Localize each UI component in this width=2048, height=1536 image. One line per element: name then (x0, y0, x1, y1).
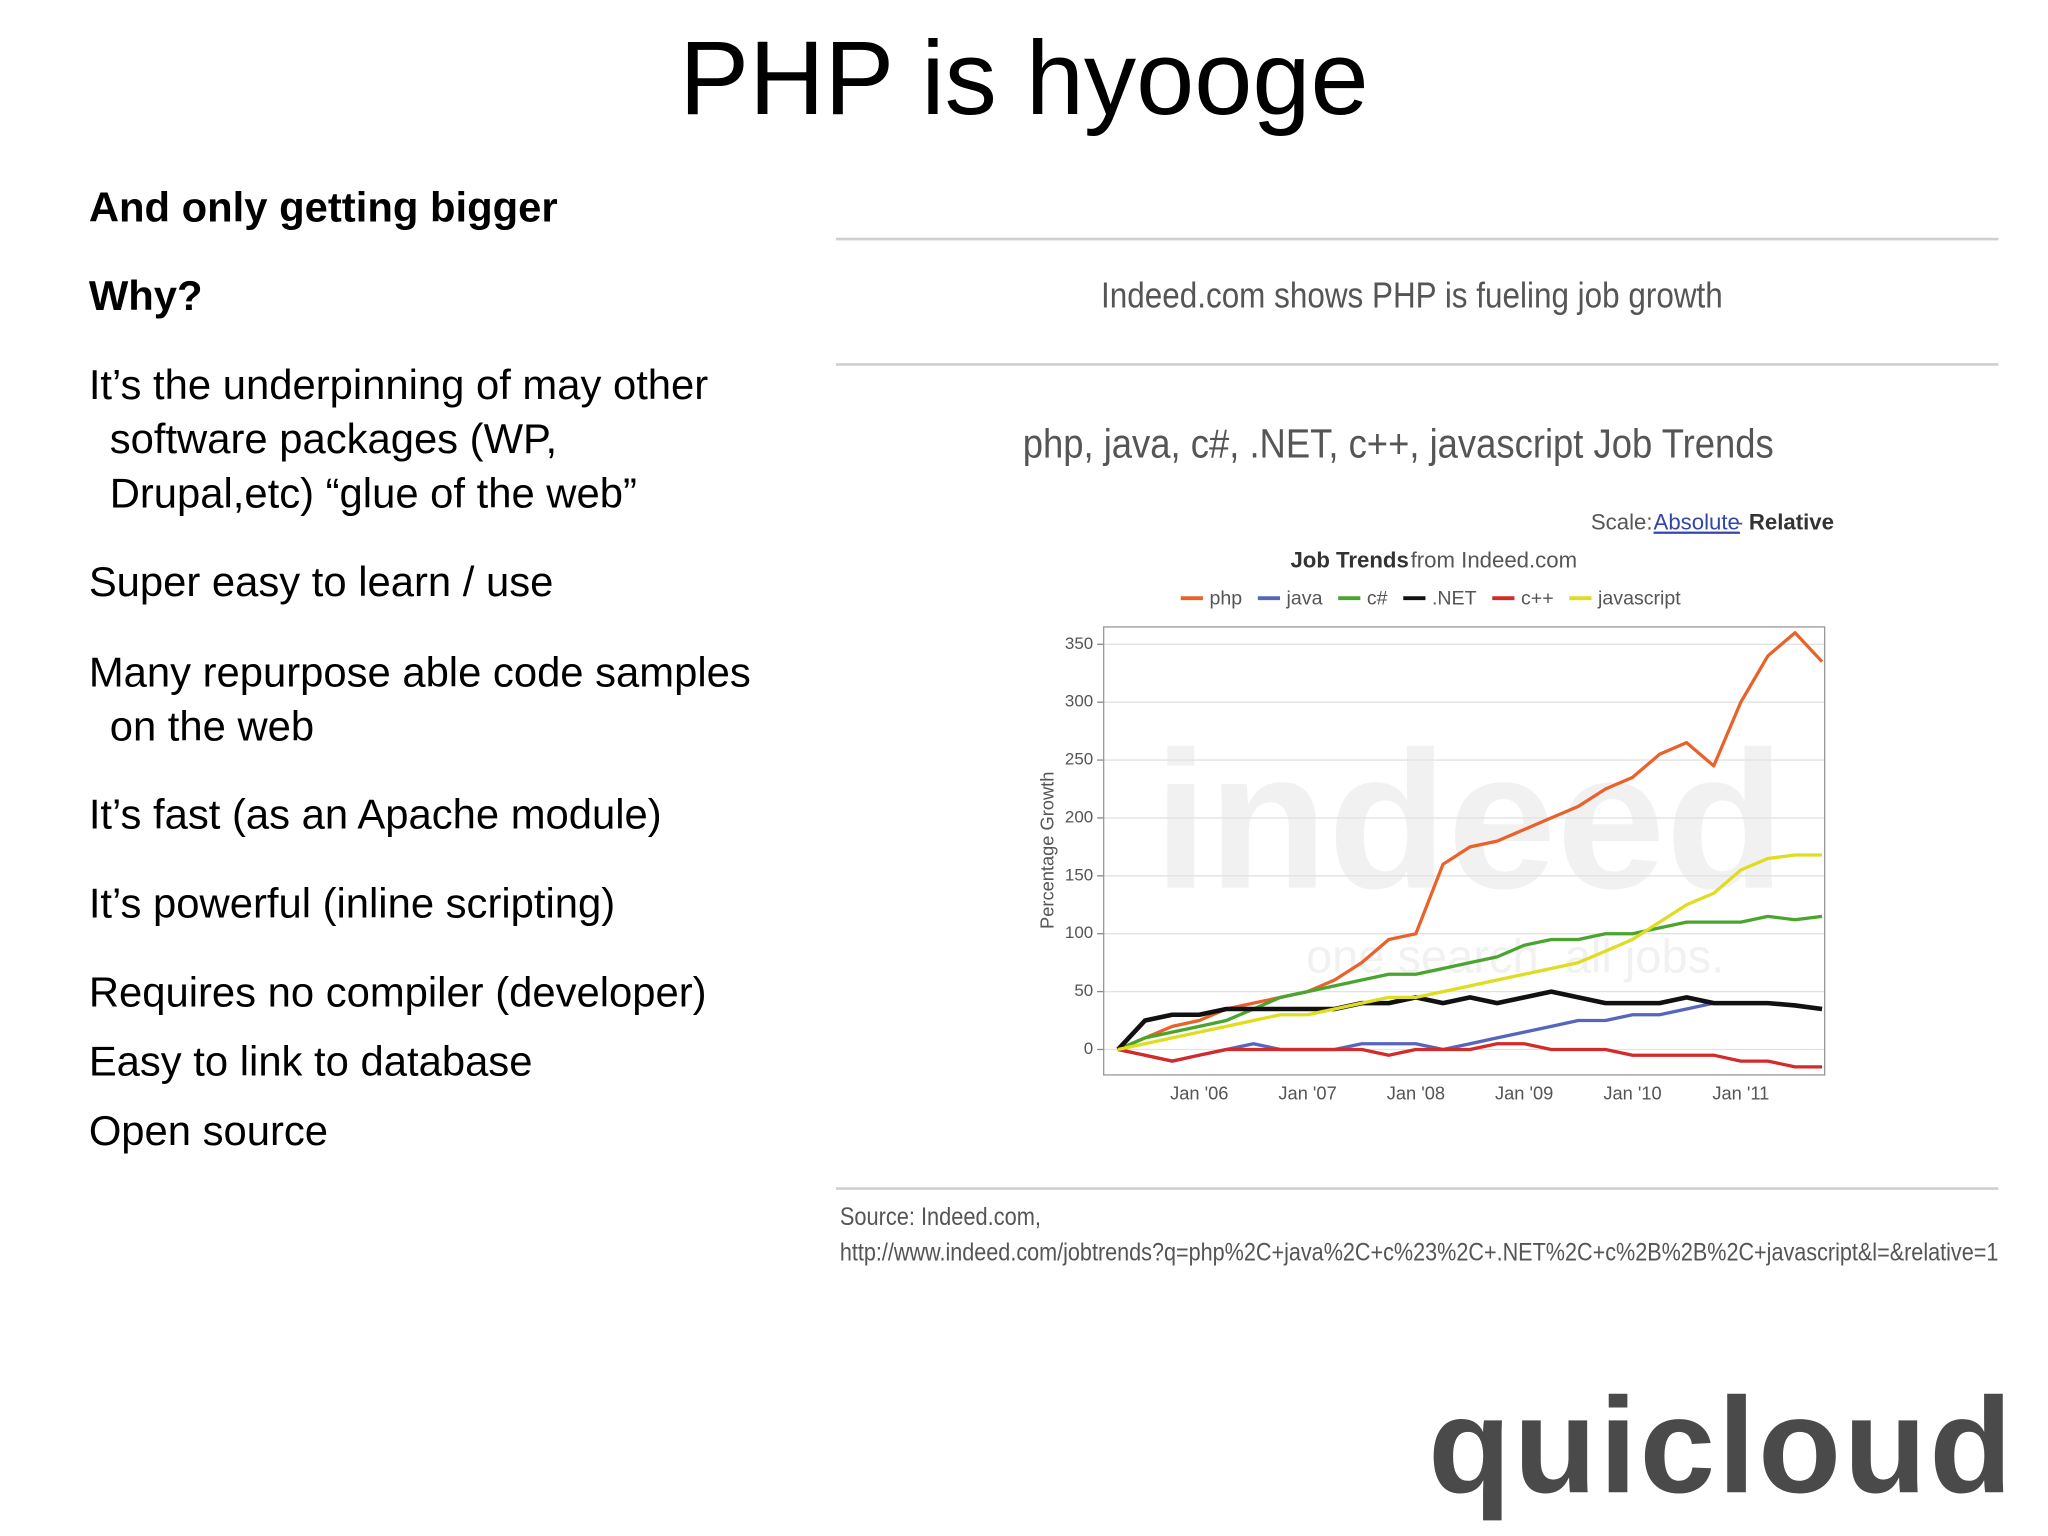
scale-absolute[interactable]: Absolute (1654, 510, 1740, 535)
logo: quicloud (1428, 1369, 2015, 1521)
y-tick-label: 150 (1065, 865, 1093, 884)
caption: Indeed.com shows PHP is fueling job grow… (1101, 274, 1723, 315)
bullet-line: Easy to link to database (89, 1038, 533, 1085)
scale-label: Scale: (1591, 510, 1653, 535)
legend-label: php (1209, 588, 1242, 610)
slide-title: PHP is hyooge (679, 20, 1368, 137)
watermark: one search. all jobs. (1306, 929, 1724, 982)
y-tick-label: 200 (1065, 807, 1093, 826)
x-tick-label: Jan '08 (1387, 1082, 1445, 1103)
bullet-line: Drupal,etc) “glue of the web” (110, 469, 637, 516)
bullet-line: It’s powerful (inline scripting) (89, 879, 615, 926)
legend-label: c# (1367, 588, 1388, 610)
y-tick-label: 250 (1065, 750, 1093, 769)
y-axis-label: Percentage Growth (1037, 772, 1058, 929)
x-tick-label: Jan '10 (1603, 1082, 1661, 1103)
bullet-list: It’s the underpinning of may other softwa… (89, 361, 751, 1154)
y-tick-label: 350 (1065, 634, 1093, 653)
legend-label: .NET (1432, 588, 1477, 610)
chart-subtitle: from Indeed.com (1411, 547, 1577, 572)
y-tick-label: 0 (1084, 1039, 1093, 1058)
bullet-line: on the web (110, 703, 314, 750)
chart: php, java, c#, .NET, c++, javascript Job… (1023, 420, 1834, 1103)
watermark: indeed (1154, 711, 1785, 930)
series-line (1117, 1042, 1823, 1069)
heading: Why? (89, 272, 203, 319)
x-tick-label: Jan '11 (1712, 1082, 1769, 1103)
bullet-line: Many repurpose able code samples (89, 648, 751, 695)
series-line (1117, 853, 1823, 1052)
bullet-line: It’s fast (as an Apache module) (89, 791, 662, 838)
series-line (1116, 989, 1823, 1052)
y-tick-label: 50 (1074, 981, 1093, 1000)
chart-title: php, java, c#, .NET, c++, javascript Job… (1023, 420, 1774, 466)
series-line (1117, 1001, 1823, 1063)
x-tick-label: Jan '09 (1495, 1082, 1553, 1103)
legend-label: java (1286, 588, 1323, 610)
bullet-line: It’s the underpinning of may other (89, 361, 708, 408)
chart-subtitle: Job Trends (1290, 547, 1408, 572)
y-tick-label: 300 (1065, 692, 1093, 711)
x-tick-label: Jan '06 (1170, 1082, 1228, 1103)
series-line (1117, 914, 1823, 1051)
bullet-line: Super easy to learn / use (89, 558, 554, 605)
scale-separator: - (1736, 510, 1743, 535)
scale-relative[interactable]: Relative (1749, 510, 1834, 535)
legend-label: javascript (1597, 588, 1681, 610)
bullet-line: Requires no compiler (developer) (89, 968, 707, 1015)
legend-label: c++ (1521, 588, 1554, 610)
source: Source: Indeed.com, (840, 1204, 1041, 1231)
source-url: http://www.indeed.com/jobtrends?q=php%2C… (840, 1239, 1999, 1266)
bullet-line: Open source (89, 1107, 328, 1154)
heading: And only getting bigger (89, 183, 558, 230)
y-tick-label: 100 (1065, 923, 1093, 942)
x-tick-label: Jan '07 (1278, 1082, 1336, 1103)
plot-frame (1103, 626, 1826, 1076)
bullet-line: software packages (WP, (110, 415, 557, 462)
